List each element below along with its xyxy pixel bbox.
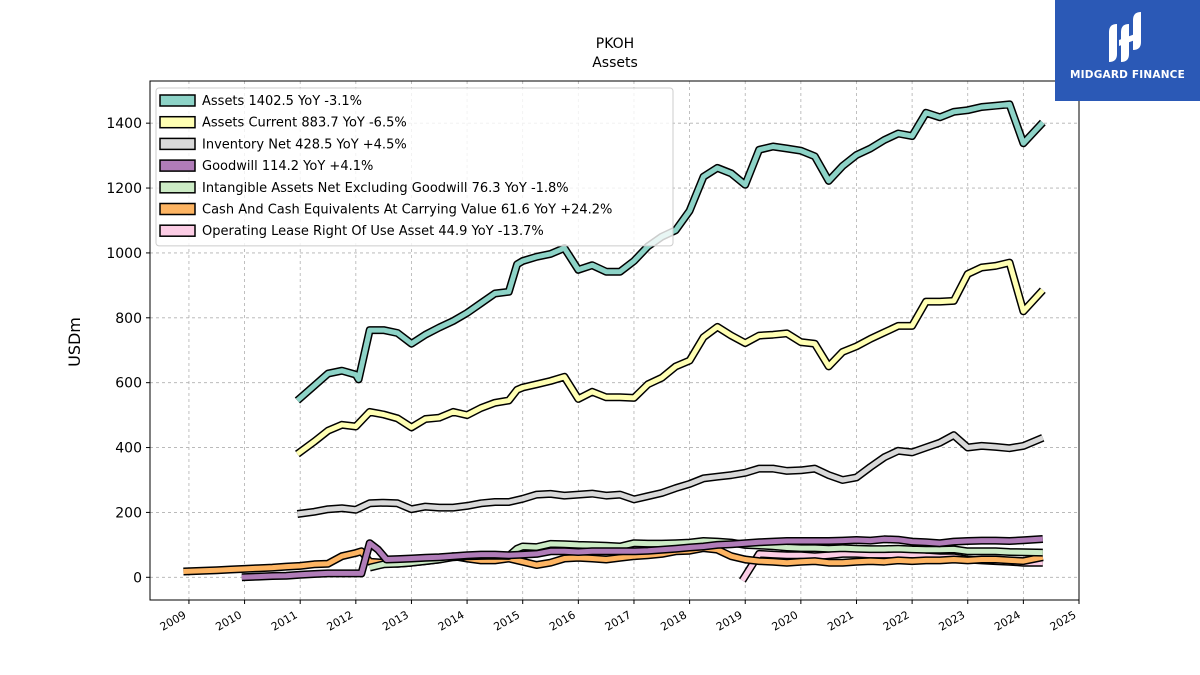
legend-item: Intangible Assets Net Excluding Goodwill…	[159, 181, 569, 196]
x-tick-label: 2024	[992, 608, 1023, 633]
y-tick-label: 1200	[106, 181, 142, 197]
legend-swatch	[159, 202, 196, 216]
legend-swatch	[159, 137, 196, 151]
y-axis-label: USDm	[65, 317, 84, 367]
y-tick-label: 600	[115, 376, 142, 392]
plot-frame	[149, 80, 1080, 601]
legend-swatch	[159, 224, 196, 237]
series-line-6	[183, 544, 1044, 576]
series-line-3	[296, 431, 1045, 518]
legend-swatch	[159, 159, 196, 172]
brand-logo: MIDGARD FINANCE	[1055, 0, 1200, 101]
series-path	[183, 545, 1044, 574]
y-tick-label: 1000	[106, 246, 142, 262]
x-tick-label: 2023	[936, 608, 967, 633]
x-tick-label: 2021	[825, 608, 856, 633]
x-tick-label: 2016	[547, 608, 578, 633]
x-tick-label: 2022	[881, 608, 912, 633]
series-path	[241, 536, 1043, 580]
legend-swatch	[159, 115, 196, 129]
x-tick-label: 2014	[436, 608, 467, 633]
x-tick-label: 2012	[325, 608, 356, 633]
legend-swatch	[159, 181, 196, 194]
y-tick-label: 0	[133, 570, 142, 586]
series-line-4	[241, 535, 1044, 582]
series-path	[295, 260, 1045, 457]
y-tick-label: 800	[115, 311, 142, 327]
legend-item: Inventory Net 428.5 YoY +4.5%	[159, 137, 407, 152]
legend-box	[155, 87, 674, 247]
y-tick-label: 400	[115, 441, 142, 457]
series-lines	[183, 100, 1046, 583]
x-tick-label: 2018	[658, 608, 689, 633]
legend-label: Operating Lease Right Of Use Asset 44.9 …	[202, 224, 544, 239]
x-tick-label: 2013	[380, 608, 411, 633]
x-tick-label: 2011	[269, 608, 300, 633]
brand-name: MIDGARD FINANCE	[1070, 69, 1185, 81]
chart-subtitle: Assets	[592, 55, 638, 71]
legend-swatch	[159, 94, 196, 107]
legend-label: Intangible Assets Net Excluding Goodwill…	[202, 181, 569, 196]
x-tick-label: 2010	[213, 608, 244, 633]
legend-label: Cash And Cash Equivalents At Carrying Va…	[202, 203, 612, 218]
x-tick-label: 2020	[770, 608, 801, 633]
legend-label: Assets Current 883.7 YoY -6.5%	[202, 116, 407, 131]
chart-title: PKOH	[596, 36, 634, 52]
legend-item: Assets Current 883.7 YoY -6.5%	[159, 115, 407, 131]
x-tick-label: 2019	[714, 608, 745, 633]
x-tick-label: 2017	[603, 608, 634, 633]
legend-item: Operating Lease Right Of Use Asset 44.9 …	[159, 224, 544, 239]
legend-item: Goodwill 114.2 YoY +4.1%	[159, 159, 373, 174]
legend: Assets 1402.5 YoY -3.1% Assets Current 88…	[155, 87, 674, 247]
series-path	[297, 432, 1044, 517]
x-tick-label: 2025	[1048, 608, 1079, 633]
legend-label: Goodwill 114.2 YoY +4.1%	[202, 159, 373, 174]
legend-label: Inventory Net 428.5 YoY +4.5%	[202, 137, 407, 152]
midgard-logo-icon	[1109, 12, 1141, 62]
legend-item: Assets 1402.5 YoY -3.1%	[159, 94, 362, 109]
x-tick-label: 2015	[491, 608, 522, 633]
x-tick-label: 2009	[158, 608, 189, 633]
legend-item: Cash And Cash Equivalents At Carrying Va…	[159, 202, 612, 218]
y-tick-label: 1400	[106, 116, 142, 132]
legend-label: Assets 1402.5 YoY -3.1%	[202, 94, 362, 109]
series-line-2	[295, 258, 1046, 458]
y-tick-label: 200	[115, 505, 142, 521]
